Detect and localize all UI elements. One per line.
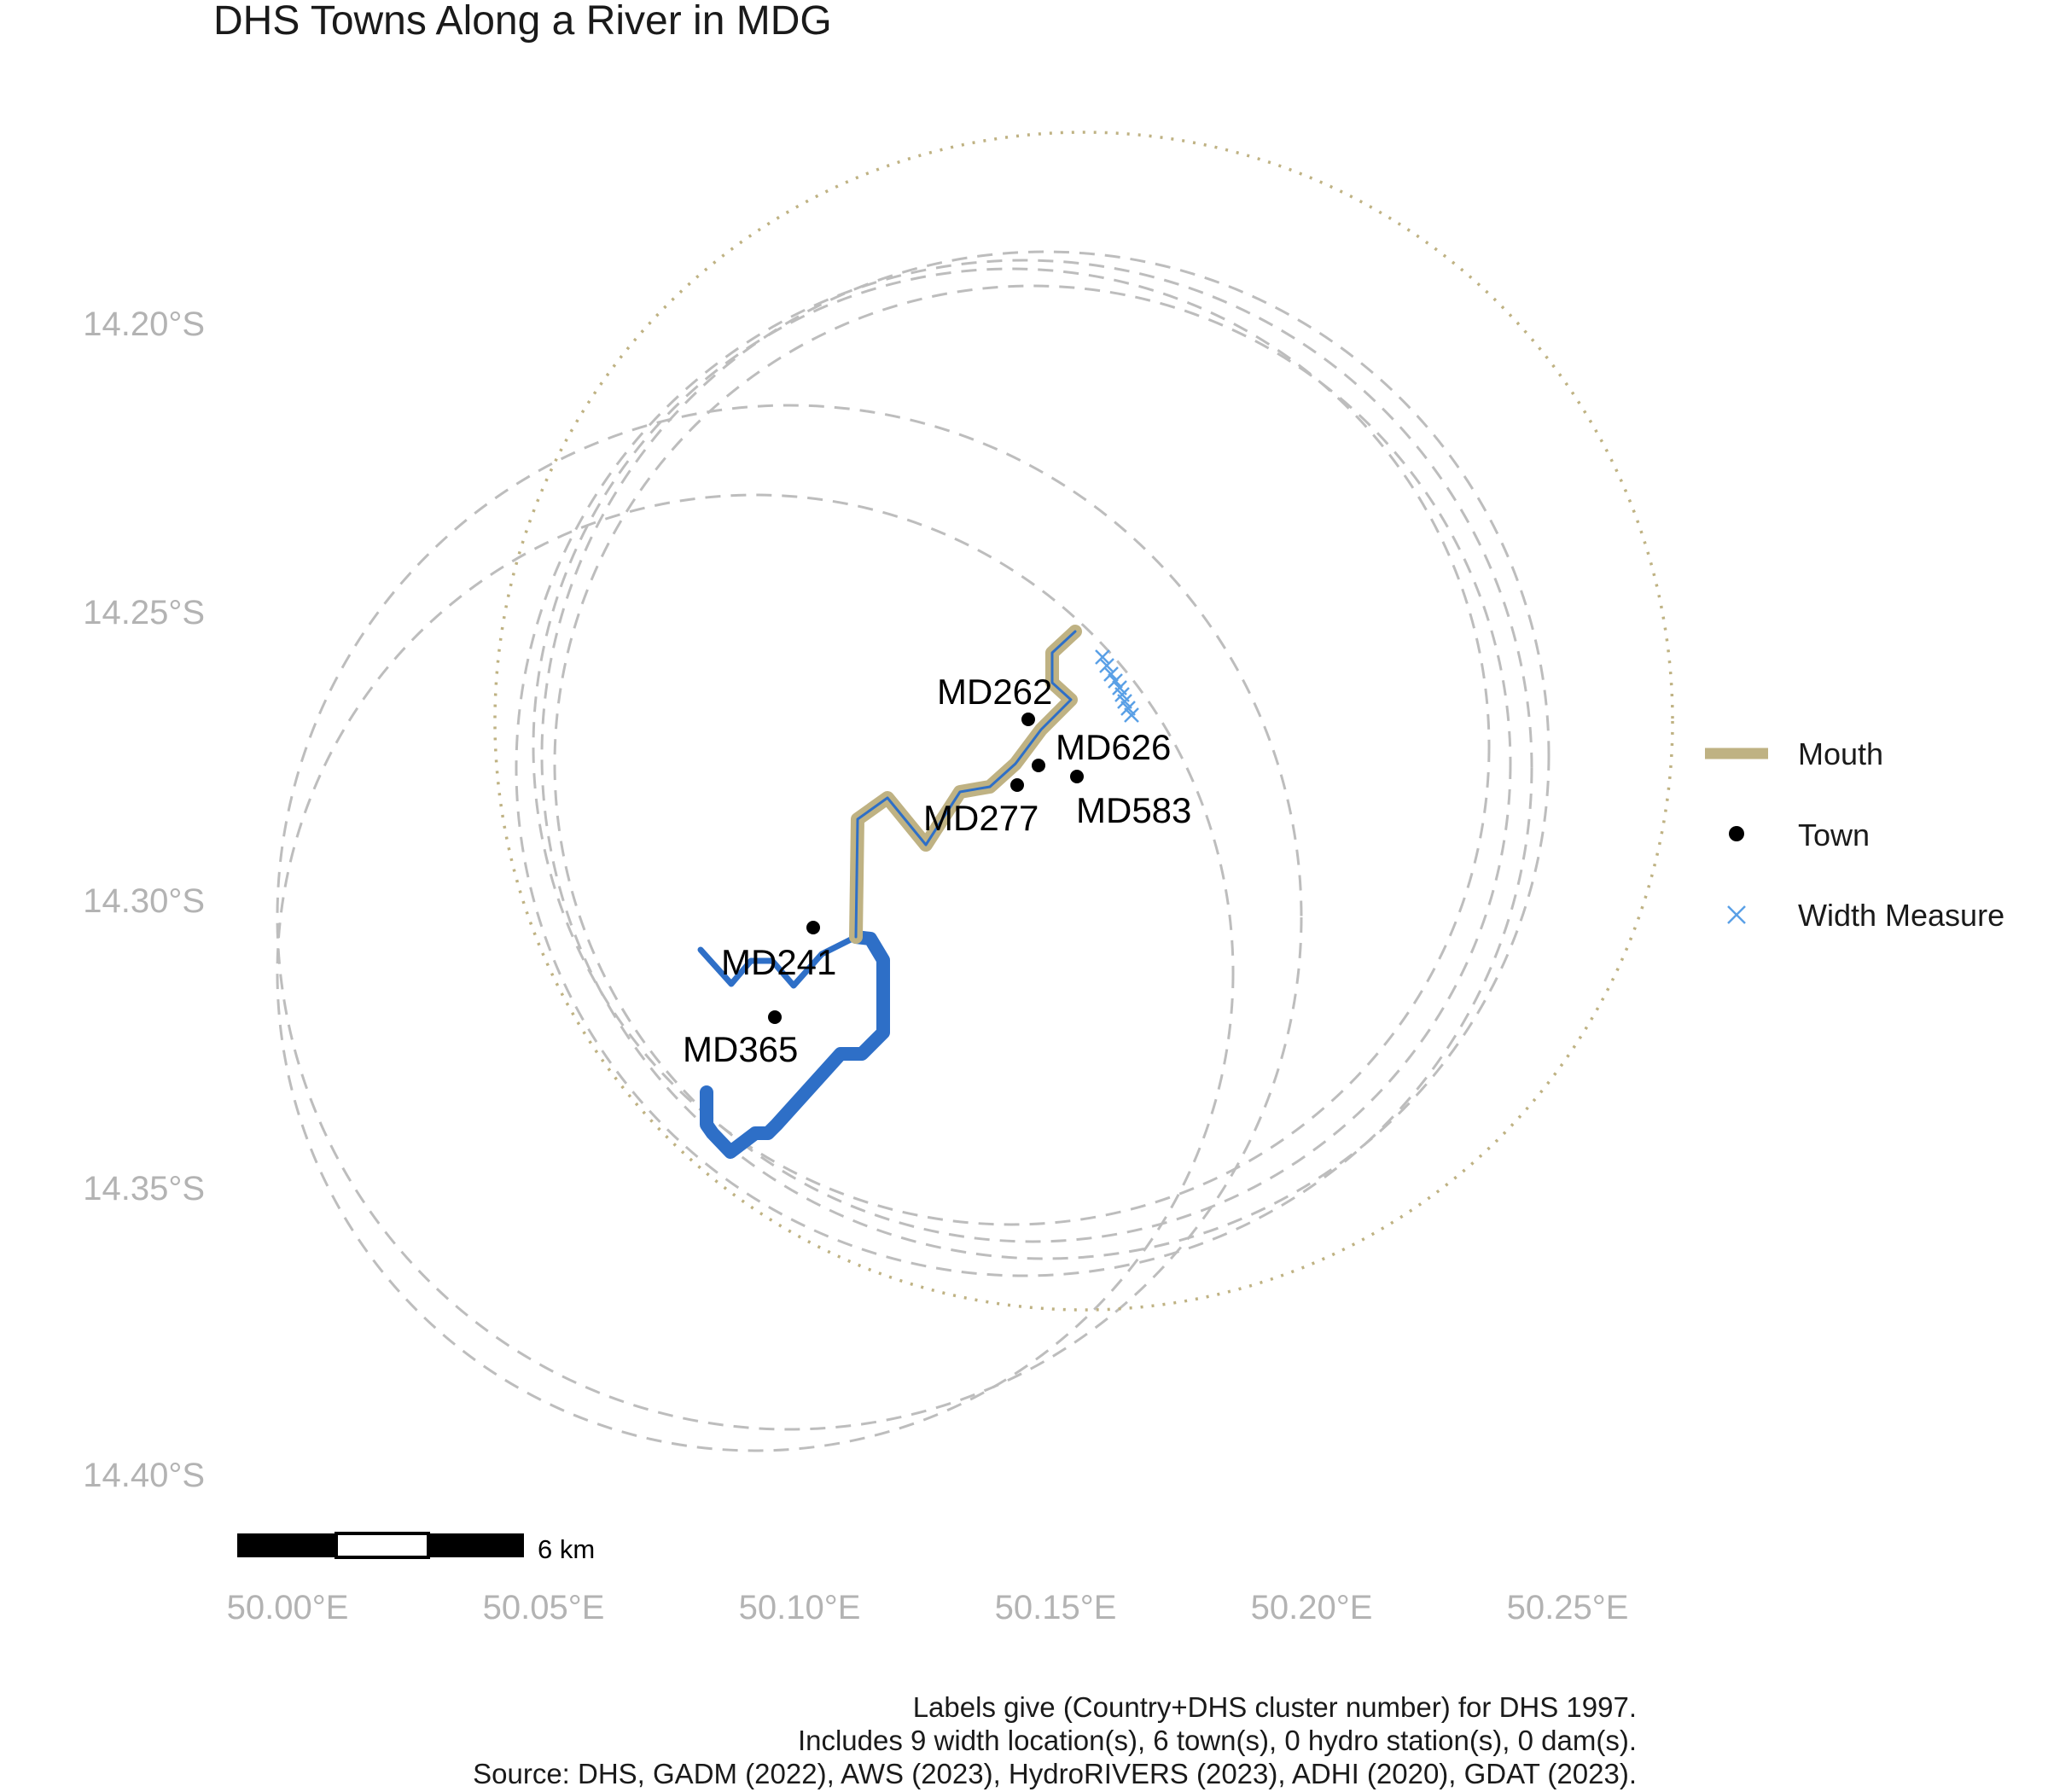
buffer-circle [540, 250, 1551, 1260]
map-title: DHS Towns Along a River in MDG [213, 0, 832, 44]
legend-width-measure-label: Width Measure [1798, 898, 2004, 933]
buffer-circle [532, 267, 1491, 1226]
scale-bar-segment [335, 1532, 430, 1559]
town-point-md241 [806, 921, 820, 934]
town-label-md583: MD583 [1076, 790, 1191, 830]
legend-mouth-label: Mouth [1798, 736, 1883, 771]
width-measure-marker [1095, 649, 1110, 665]
x-tick-label: 50.25°E [1507, 1589, 1629, 1626]
legend-town-label: Town [1798, 817, 1870, 852]
town-point-md262 [1021, 713, 1035, 726]
caption-line: Source: DHS, GADM (2022), AWS (2023), Hy… [473, 1758, 1637, 1789]
scale-bar: 6 km [237, 1532, 595, 1564]
mouth-buffer-circle [493, 131, 1674, 1312]
town-label-md277: MD277 [923, 798, 1039, 838]
river-outline [854, 630, 1077, 939]
buffer-circle [515, 259, 1533, 1277]
scale-bar-segment [237, 1533, 336, 1557]
x-tick-label: 50.05°E [483, 1589, 605, 1626]
width-measure-marker [1124, 707, 1139, 723]
town-point-md626 [1032, 759, 1045, 772]
buffer-circle [276, 493, 1235, 1452]
river-tributary [697, 934, 859, 989]
caption-line: Includes 9 width location(s), 6 town(s),… [798, 1725, 1637, 1756]
river-main-channel [700, 930, 890, 1159]
town-point-md277 [1010, 778, 1024, 792]
town-point-md365 [768, 1010, 782, 1024]
legend-width-measure-swatch [1727, 905, 1746, 924]
scale-bar-label: 6 km [538, 1534, 595, 1564]
town-point-md583 [1070, 770, 1084, 783]
town-label-md365: MD365 [683, 1029, 798, 1069]
width-measure-marker [1099, 658, 1114, 673]
caption: Labels give (Country+DHS cluster number)… [473, 1691, 1637, 1789]
legend-town-swatch [1729, 826, 1744, 841]
x-tick-label: 50.00°E [227, 1589, 349, 1626]
x-tick-label: 50.20°E [1251, 1589, 1373, 1626]
y-tick-label: 14.20°S [83, 305, 205, 343]
x-tick-label: 50.15°E [995, 1589, 1117, 1626]
buffer-circles [276, 250, 1551, 1452]
y-tick-label: 14.30°S [83, 882, 205, 920]
buffer-circle [553, 284, 1512, 1243]
y-tick-label: 14.40°S [83, 1457, 205, 1494]
x-axis: 50.00°E 50.05°E 50.10°E 50.15°E 50.20°E … [227, 1589, 1629, 1626]
y-tick-label: 14.25°S [83, 594, 205, 631]
town-label-md262: MD262 [937, 672, 1052, 712]
caption-line: Labels give (Country+DHS cluster number)… [913, 1691, 1637, 1723]
width-measures [1095, 649, 1139, 723]
width-measure-marker [1103, 666, 1119, 682]
y-tick-label: 14.35°S [83, 1170, 205, 1207]
scale-bar-segment [428, 1533, 524, 1557]
buffer-circle [276, 404, 1303, 1431]
y-axis: 14.20°S 14.25°S 14.30°S 14.35°S 14.40°S [83, 305, 205, 1494]
towns: MD262 MD626 MD277 MD583 MD241 MD365 [683, 672, 1191, 1069]
width-measure-marker [1108, 673, 1123, 689]
river [697, 625, 1082, 1159]
town-label-md241: MD241 [721, 942, 836, 982]
x-tick-label: 50.10°E [739, 1589, 861, 1626]
town-label-md626: MD626 [1056, 727, 1171, 767]
legend: Mouth Town Width Measure [1705, 736, 2004, 933]
